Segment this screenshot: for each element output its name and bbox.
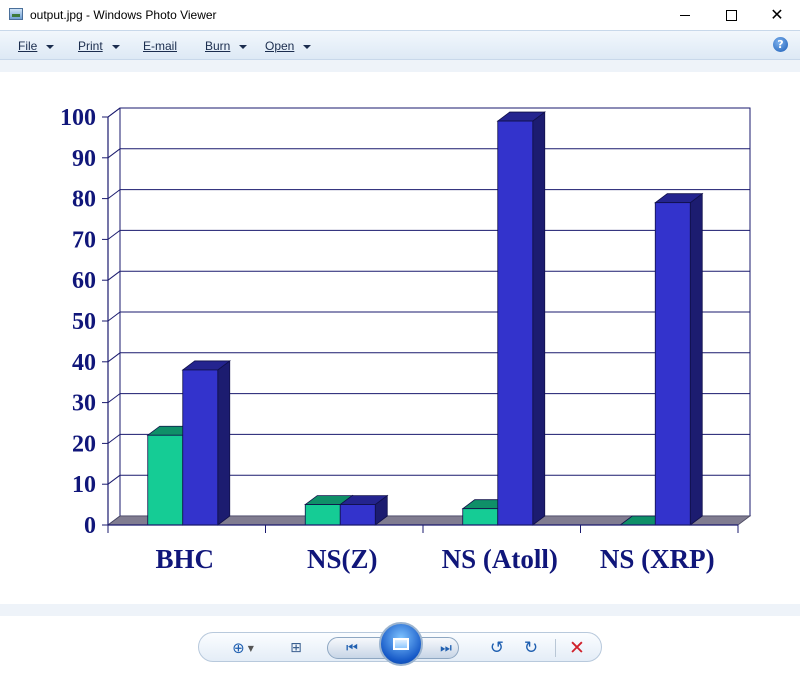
chevron-down-icon — [46, 44, 55, 49]
y-tick-label: 60 — [72, 268, 96, 294]
menu-open[interactable]: Open — [265, 39, 312, 53]
side-gridline — [107, 189, 121, 199]
side-gridline — [107, 352, 121, 363]
side-gridline — [107, 311, 121, 322]
bar — [654, 202, 691, 526]
chart-labels: 0 10 20 30 40 50 60 70 80 90 100 BHC NS(Z) NS (Atoll)… — [60, 105, 715, 574]
x-tick-label: NS (Atoll) — [442, 544, 558, 574]
menu-burn[interactable]: Burn — [205, 39, 248, 53]
x-tick-label: NS (XRP) — [600, 544, 715, 574]
next-icon: ⏭ — [440, 640, 452, 656]
side-gridline — [107, 393, 121, 404]
bar — [339, 504, 376, 526]
window-title: output.jpg - Windows Photo Viewer — [30, 8, 217, 22]
help-icon[interactable]: ? — [773, 37, 788, 52]
zoom-button[interactable]: ⊕ ▼ — [223, 633, 263, 663]
rotate-counterclockwise-icon: ↺ — [489, 638, 505, 658]
minimize-button[interactable] — [662, 0, 708, 30]
side-gridline — [107, 270, 121, 281]
menu-separator — [0, 60, 800, 72]
previous-icon: ⏮ — [346, 640, 358, 656]
slideshow-button[interactable] — [379, 622, 423, 666]
chevron-down-icon: ▼ — [247, 643, 254, 653]
controls-divider — [555, 639, 556, 657]
x-tick-label: NS(Z) — [307, 544, 378, 574]
side-gridline — [107, 229, 121, 240]
y-tick-label: 90 — [72, 146, 96, 172]
chevron-down-icon — [303, 44, 312, 49]
menu-email-label: E-mail — [143, 39, 178, 53]
x-tick-label: BHC — [155, 544, 214, 574]
maximize-button[interactable] — [708, 0, 754, 30]
y-tick-label: 10 — [72, 472, 96, 498]
y-tick-label: 70 — [72, 227, 96, 253]
menu-print-label: Print — [78, 39, 103, 53]
control-bar: ⊕ ▼ ⊞ ⏮ ⏭ ↺ ↻ ✕ — [0, 616, 800, 674]
side-gridline — [107, 474, 121, 485]
y-tick-label: 0 — [84, 513, 96, 539]
chevron-down-icon — [239, 44, 248, 49]
slideshow-icon — [393, 638, 409, 650]
y-tick-label: 30 — [72, 391, 96, 417]
maximize-icon — [725, 9, 737, 21]
y-tick-label: 50 — [72, 309, 96, 335]
minimize-icon — [680, 14, 690, 16]
bar — [182, 369, 219, 526]
bar — [462, 508, 499, 526]
bar-side — [217, 360, 231, 526]
menu-file-label: File — [18, 39, 38, 53]
delete-icon: ✕ — [569, 637, 585, 659]
menu-print[interactable]: Print — [78, 39, 120, 53]
y-tick-label: 20 — [72, 431, 96, 457]
photo-viewer-icon — [9, 8, 23, 20]
bar-chart: 0 10 20 30 40 50 60 70 80 90 100 BHC NS(Z) NS (Atoll)… — [60, 105, 752, 574]
bottom-separator — [0, 604, 800, 616]
title-bar[interactable]: output.jpg - Windows Photo Viewer ✕ — [0, 0, 800, 30]
controls-panel: ⊕ ▼ ⊞ ⏮ ⏭ ↺ ↻ ✕ — [198, 622, 602, 666]
next-button[interactable]: ⏭ — [431, 633, 461, 663]
bar — [304, 504, 341, 526]
bar-side — [532, 111, 546, 526]
image-viewport[interactable]: 0 10 20 30 40 50 60 70 80 90 100 BHC NS(Z) NS (Atoll)… — [0, 72, 800, 604]
delete-button[interactable]: ✕ — [565, 633, 589, 663]
previous-button[interactable]: ⏮ — [337, 633, 367, 663]
rotate-clockwise-button[interactable]: ↻ — [519, 633, 543, 663]
close-button[interactable]: ✕ — [754, 0, 800, 30]
close-icon: ✕ — [770, 5, 784, 24]
bar-side — [689, 192, 703, 526]
y-axis-top-edge — [107, 107, 121, 118]
chart-axis — [102, 107, 739, 533]
y-tick-label: 100 — [60, 105, 96, 131]
menu-burn-label: Burn — [205, 39, 231, 53]
actual-size-button[interactable]: ⊞ — [283, 633, 309, 663]
actual-size-icon: ⊞ — [290, 640, 302, 656]
menu-bar: File Print E-mail Burn Open ? — [0, 30, 800, 60]
side-gridline — [107, 433, 121, 444]
chevron-down-icon — [111, 44, 120, 49]
menu-open-label: Open — [265, 39, 295, 53]
y-tick-label: 40 — [72, 350, 96, 376]
menu-file[interactable]: File — [18, 39, 55, 53]
magnifier-icon: ⊕ — [232, 639, 245, 657]
side-gridline — [107, 148, 121, 159]
bar — [147, 434, 184, 526]
chart-bars — [146, 111, 704, 526]
rotate-counterclockwise-button[interactable]: ↺ — [485, 633, 509, 663]
y-tick-label: 80 — [72, 187, 96, 213]
rotate-clockwise-icon: ↻ — [523, 638, 539, 658]
bar — [497, 120, 534, 526]
menu-email[interactable]: E-mail — [143, 39, 177, 53]
